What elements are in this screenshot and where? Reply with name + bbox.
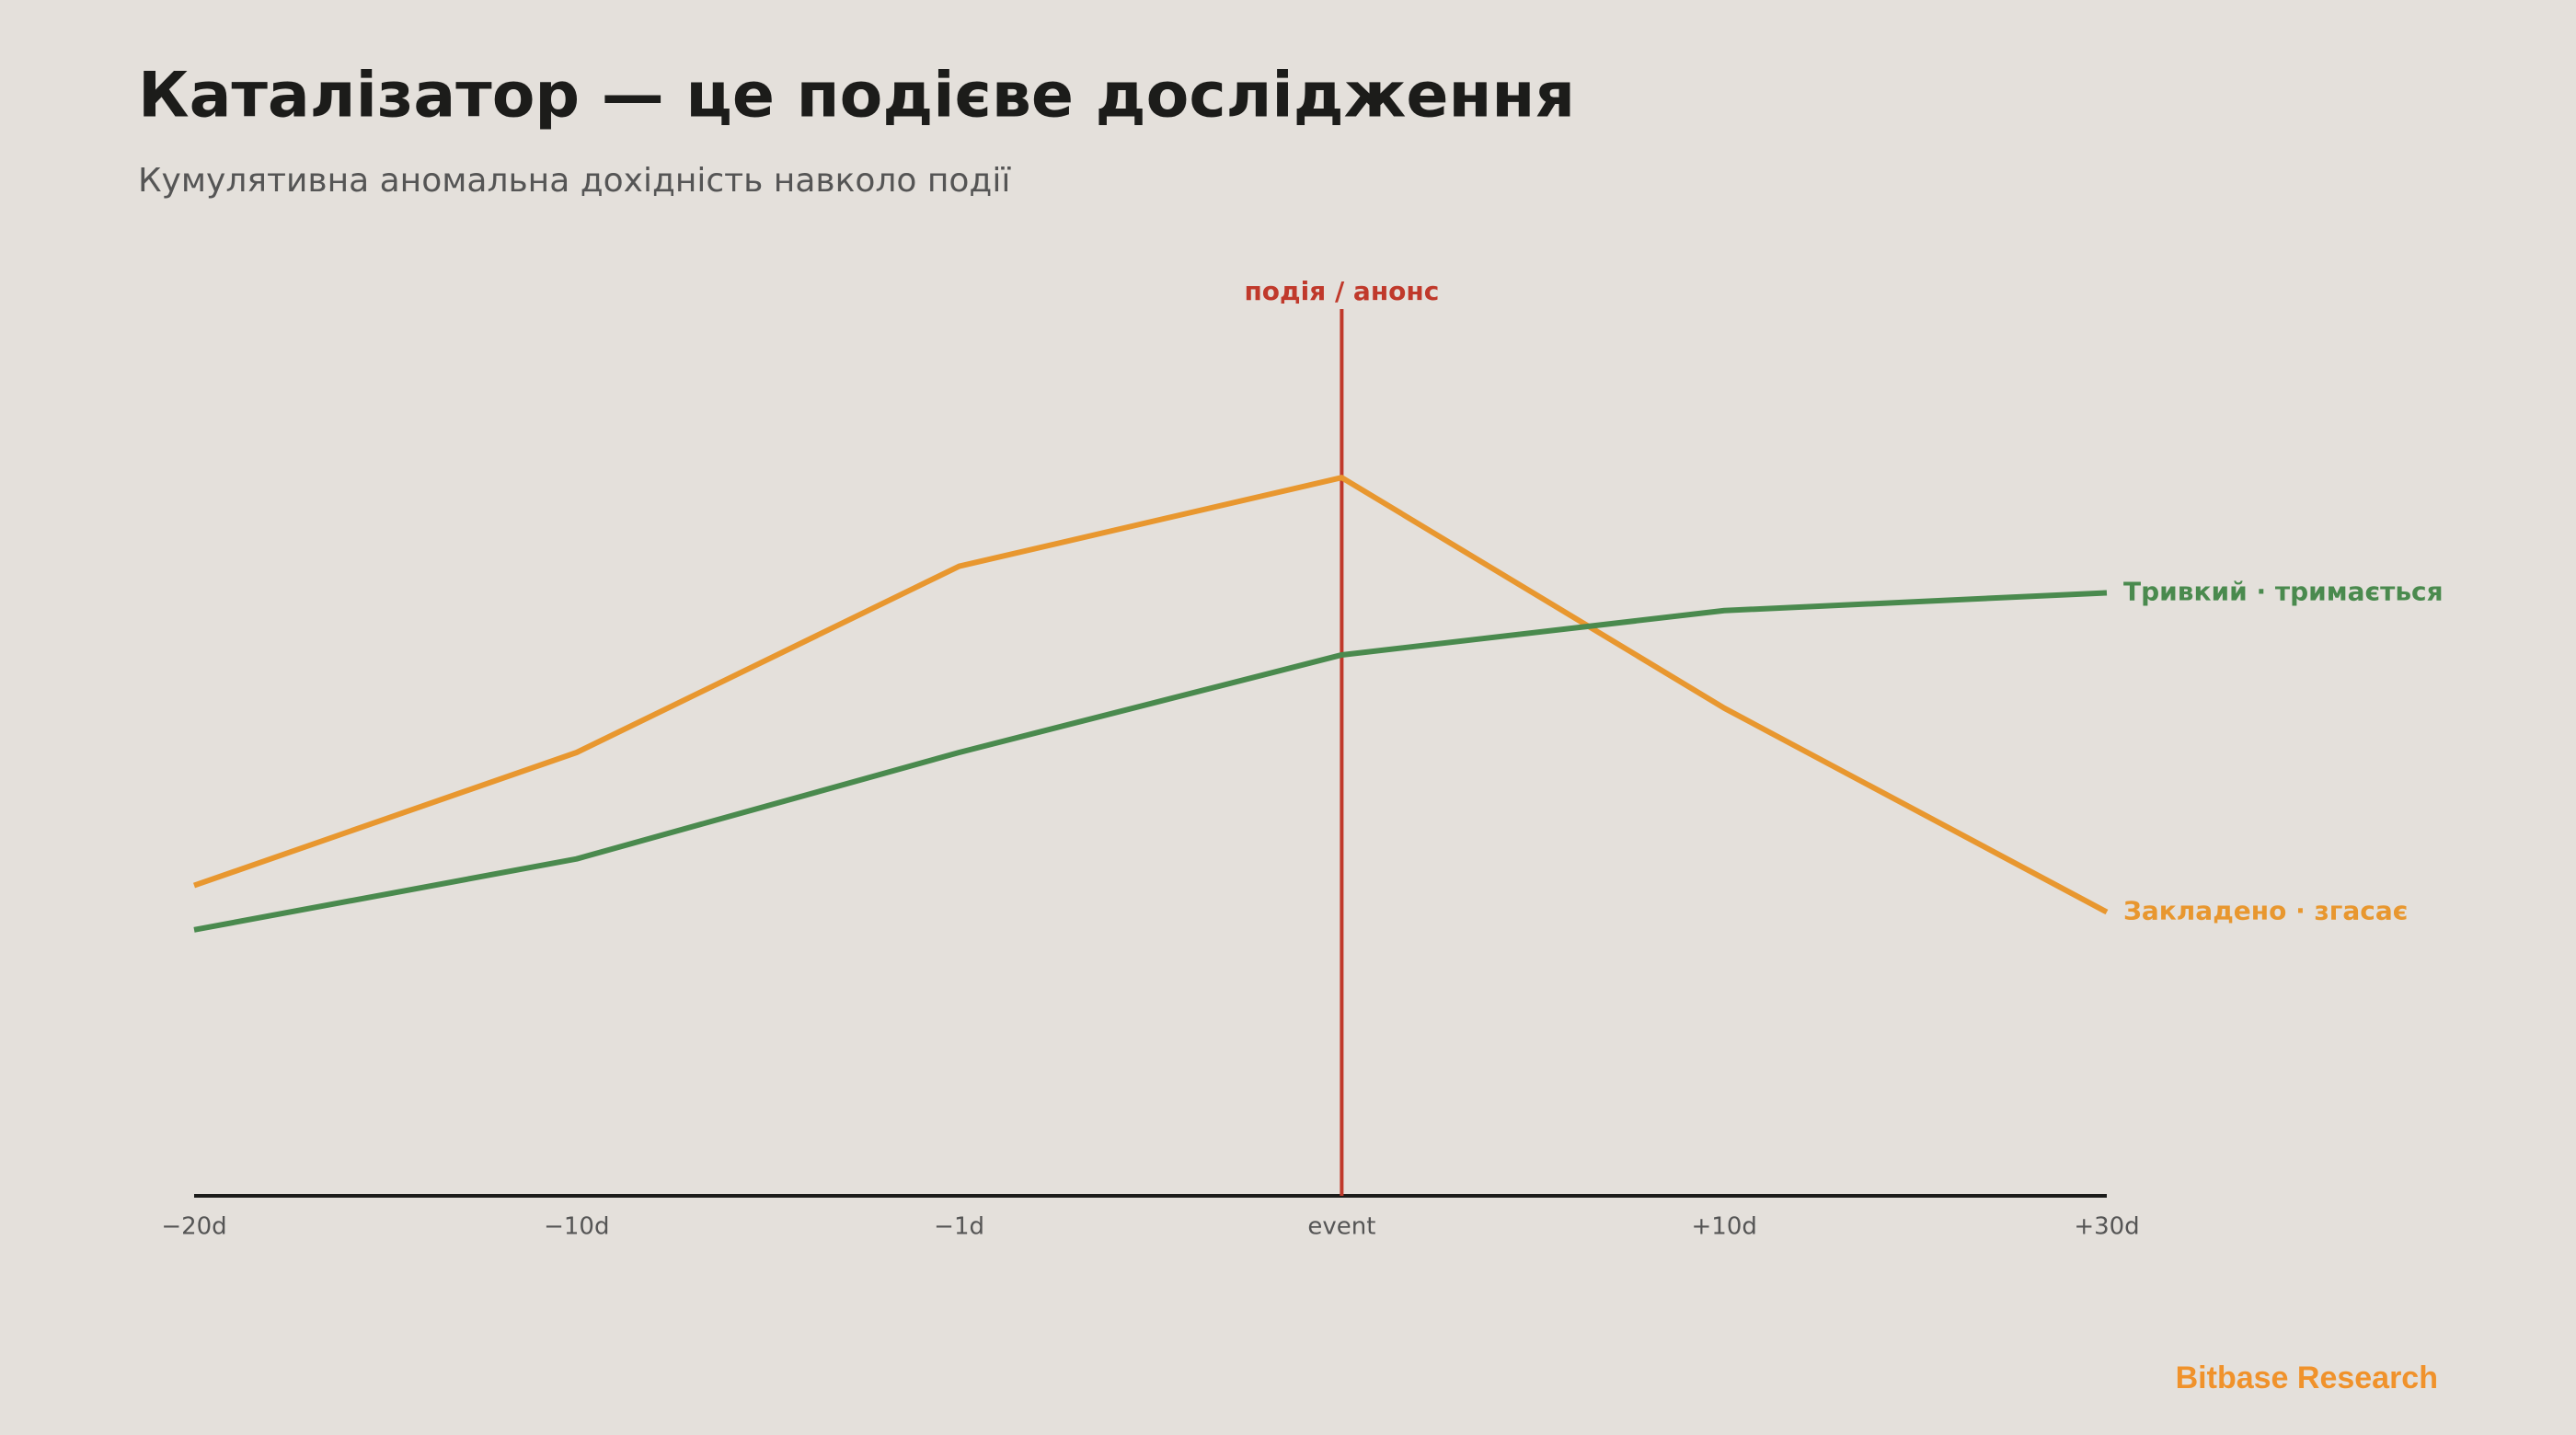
x-tick-label: +10d [1692, 1213, 1757, 1241]
chart-title: Каталізатор — це подієве дослідження [138, 60, 1575, 132]
chart-subtitle: Кумулятивна аномальна дохідність навколо… [138, 162, 1011, 200]
x-tick-label: −10d [544, 1213, 609, 1241]
series-label: Закладено · згасає [2123, 896, 2408, 926]
series-line [193, 475, 2109, 915]
event-label: подія / анонс [1244, 276, 1439, 306]
series-label: Тривкий · тримається [2123, 576, 2444, 606]
x-tick-label: −20d [161, 1213, 226, 1241]
x-tick-label: event [1307, 1213, 1375, 1241]
x-tick-label: +30d [2074, 1213, 2139, 1241]
footer: Bitbase Research [2176, 1360, 2438, 1395]
series-line [193, 590, 2108, 933]
x-tick-label: −1d [934, 1213, 984, 1241]
